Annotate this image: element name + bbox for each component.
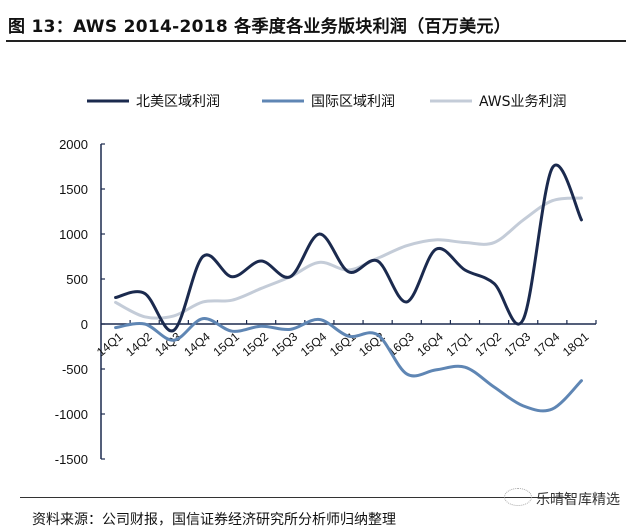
legend-label-2: 国际区域利润 bbox=[311, 94, 395, 110]
x-tick-label: 15Q1 bbox=[210, 329, 242, 359]
y-tick-label: 0 bbox=[81, 317, 88, 332]
x-tick-label: 15Q2 bbox=[240, 329, 272, 359]
legend-label-3: AWS业务利润 bbox=[479, 94, 567, 110]
x-tick-label: 14Q1 bbox=[94, 329, 126, 359]
x-tick-label: 14Q2 bbox=[123, 329, 155, 359]
series-line-2 bbox=[114, 317, 583, 413]
source-note: 资料来源：公司财报，国信证券经济研究所分析师归纳整理 bbox=[32, 512, 396, 528]
x-tick-label: 14Q3 bbox=[152, 329, 184, 359]
x-tick-label: 18Q1 bbox=[560, 329, 592, 359]
y-tick-label: -1500 bbox=[55, 452, 88, 467]
x-tick-label: 17Q2 bbox=[473, 329, 505, 359]
chart-title: 图 13：AWS 2014-2018 各季度各业务版块利润（百万美元） bbox=[8, 17, 511, 37]
x-tick-label: 16Q4 bbox=[414, 329, 446, 359]
line-chart: 2000 1500 1000 500 0 -500 -1000 -1500 14Q114Q214… bbox=[55, 94, 597, 467]
y-tick-label: -1000 bbox=[55, 407, 88, 422]
x-tick-label: 15Q3 bbox=[269, 329, 301, 359]
y-tick-label: 1500 bbox=[59, 182, 88, 197]
wechat-icon bbox=[504, 488, 532, 506]
watermark: 乐晴智库精选 bbox=[536, 492, 620, 508]
y-tick-label: 2000 bbox=[59, 137, 88, 152]
series-line-3 bbox=[114, 196, 583, 320]
x-tick-label: 17Q4 bbox=[531, 329, 563, 359]
legend-label-1: 北美区域利润 bbox=[136, 94, 220, 110]
source-divider bbox=[20, 497, 570, 498]
title-divider bbox=[6, 40, 626, 42]
x-tick-label: 17Q3 bbox=[502, 329, 534, 359]
x-tick-label: 16Q3 bbox=[385, 329, 417, 359]
y-tick-label: -500 bbox=[62, 362, 88, 377]
x-tick-label: 17Q1 bbox=[443, 329, 475, 359]
y-tick-label: 500 bbox=[66, 272, 88, 287]
series-line-1 bbox=[114, 163, 583, 333]
y-tick-label: 1000 bbox=[59, 227, 88, 242]
x-tick-label: 15Q4 bbox=[298, 329, 330, 359]
